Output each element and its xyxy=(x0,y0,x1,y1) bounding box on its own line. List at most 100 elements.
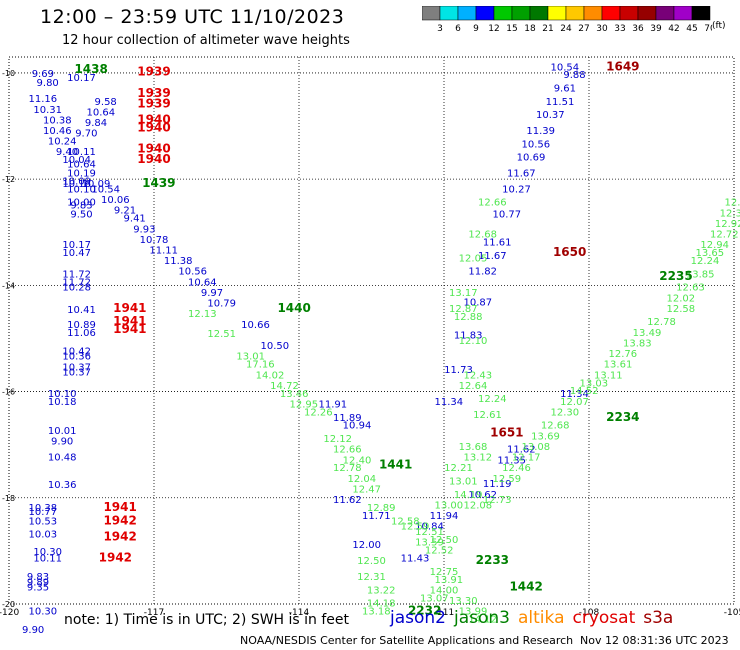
wave-height-label: 13.03 xyxy=(580,378,609,389)
legend-jason3: jason3 xyxy=(454,608,510,628)
pass-time-label: 1942 xyxy=(103,529,136,543)
wave-height-label: 10.64 xyxy=(188,277,217,288)
wave-height-label: 12.21 xyxy=(444,463,473,474)
wave-height-label: 12.50 xyxy=(357,556,386,567)
wave-height-label: 12.78 xyxy=(333,463,362,474)
wave-height-label: 12.73 xyxy=(483,495,512,506)
wave-height-label: 9.35 xyxy=(27,583,49,594)
wave-height-label: 14.72 xyxy=(270,381,299,392)
wave-height-label: 10.84 xyxy=(415,522,444,533)
wave-height-label: 12.13 xyxy=(188,309,217,320)
wave-height-label: 14.18 xyxy=(367,599,396,610)
wave-height-label: 9.50 xyxy=(70,209,92,220)
wave-height-label: 11.62 xyxy=(507,445,536,456)
wave-height-label: 9.90 xyxy=(22,625,44,636)
x-tick-label: -114 xyxy=(289,608,310,618)
colorbar-tick-label: 45 xyxy=(686,24,697,34)
wave-height-label: 13.61 xyxy=(604,360,633,371)
pass-time-label: 1441 xyxy=(379,458,412,472)
wave-height-label: 12.43 xyxy=(464,370,493,381)
wave-height-label: 10.77 xyxy=(493,209,522,220)
wave-height-label: 11.06 xyxy=(67,328,96,339)
wave-height-label: 13.83 xyxy=(623,338,652,349)
wave-height-label: 10.79 xyxy=(207,299,236,310)
wave-height-label: 11.43 xyxy=(401,554,430,565)
wave-height-label: 12.88 xyxy=(454,312,483,323)
wave-height-label: 10.03 xyxy=(29,530,58,541)
wave-height-label: 11.35 xyxy=(497,455,526,466)
wave-height-label: 11.39 xyxy=(526,126,555,137)
wave-height-label: 11.51 xyxy=(546,97,575,108)
colorbar-tick-label: 15 xyxy=(506,24,517,34)
x-tick-label: -108 xyxy=(579,608,600,618)
wave-height-label: 10.47 xyxy=(62,248,91,259)
wave-height-label: 12.76 xyxy=(609,349,638,360)
wave-height-label: 10.17 xyxy=(67,73,96,84)
pass-time-label: 1438 xyxy=(74,62,107,76)
y-tick-label: -16 xyxy=(2,388,15,397)
wave-height-label: 9.97 xyxy=(201,288,223,299)
wave-height-label: 13.49 xyxy=(633,328,662,339)
wave-height-label: 9.90 xyxy=(51,437,73,448)
colorbar-tick-label: 21 xyxy=(542,24,553,34)
wave-height-label: 10.17 xyxy=(62,240,91,251)
wave-height-label: 10.64 xyxy=(87,107,116,118)
x-tick-label: -105 xyxy=(724,608,740,618)
wave-height-label: 10.41 xyxy=(67,305,96,316)
wave-height-label: 12.59 xyxy=(493,474,522,485)
wave-height-label: 9.89 xyxy=(27,577,49,588)
wave-height-label: 12.87 xyxy=(449,304,478,315)
wave-height-label: 12.66 xyxy=(333,445,362,456)
wave-height-label: 12.75 xyxy=(430,567,459,578)
wave-height-label: 12.50 xyxy=(430,535,459,546)
wave-height-label: 14.00 xyxy=(430,585,459,596)
wave-height-label: 13.12 xyxy=(464,453,493,464)
colorbar-tick-label: 3 xyxy=(437,24,443,34)
wave-height-label: 10.38 xyxy=(43,115,72,126)
chart-title: 12:00 – 23:59 UTC 11/10/2023 xyxy=(40,6,345,28)
satellite-legend: jason2 jason3 altika cryosat s3a xyxy=(390,608,681,628)
y-tick-label: -10 xyxy=(2,69,15,78)
wave-height-label: 11.61 xyxy=(483,238,512,249)
y-tick-label: -14 xyxy=(2,281,15,290)
wave-height-label: 13.08 xyxy=(522,442,551,453)
wave-height-label: 10.36 xyxy=(62,352,91,363)
pass-time-label: 1940 xyxy=(137,152,170,166)
wave-height-label: 12.92 xyxy=(715,219,740,230)
pass-time-label: 2232 xyxy=(408,604,441,618)
wave-height-label: 11.34 xyxy=(560,389,589,400)
pass-time-label: 1939 xyxy=(137,96,170,110)
wave-height-label: 12.47 xyxy=(352,484,381,495)
wave-height-label: 12.64 xyxy=(459,381,488,392)
x-tick-label: -117 xyxy=(144,608,164,618)
wave-height-label: 11.83 xyxy=(454,330,483,341)
wave-height-label: 12.04 xyxy=(348,474,377,485)
wave-height-label: 13.00 xyxy=(435,500,464,511)
wave-height-label: 10.62 xyxy=(468,490,497,501)
wave-height-label: 12.89 xyxy=(367,503,396,514)
colorbar-tick-label: 6 xyxy=(455,24,461,34)
pass-time-label: 1440 xyxy=(277,301,310,315)
wave-height-label: 10.31 xyxy=(33,105,62,116)
pass-time-label: 1942 xyxy=(103,513,136,527)
wave-height-label: 11.16 xyxy=(29,94,58,105)
wave-height-label: 10.01 xyxy=(48,426,77,437)
wave-height-label: 14.12 xyxy=(468,615,497,626)
wave-height-label: 10.30 xyxy=(29,607,58,618)
wave-height-label: 14.19 xyxy=(454,490,483,501)
wave-height-label: 9.70 xyxy=(75,129,97,140)
pass-time-label: 1940 xyxy=(137,112,170,126)
wave-height-label: 11.91 xyxy=(319,400,348,411)
colorbar-tick-label: 24 xyxy=(560,24,572,34)
footer-note: note: 1) Time is in UTC; 2) SWH is in fe… xyxy=(64,612,350,628)
wave-height-label: 11.73 xyxy=(444,365,473,376)
wave-height-label: 10.66 xyxy=(241,320,270,331)
wave-height-label: 13.69 xyxy=(531,431,560,442)
pass-time-label: 1942 xyxy=(99,551,132,565)
pass-time-label: 1940 xyxy=(137,142,170,156)
wave-height-label: 13.99 xyxy=(459,607,488,618)
wave-height-label: 12.26 xyxy=(304,407,333,418)
wave-height-label: 9.80 xyxy=(37,78,59,89)
wave-height-label: 11.94 xyxy=(430,511,459,522)
